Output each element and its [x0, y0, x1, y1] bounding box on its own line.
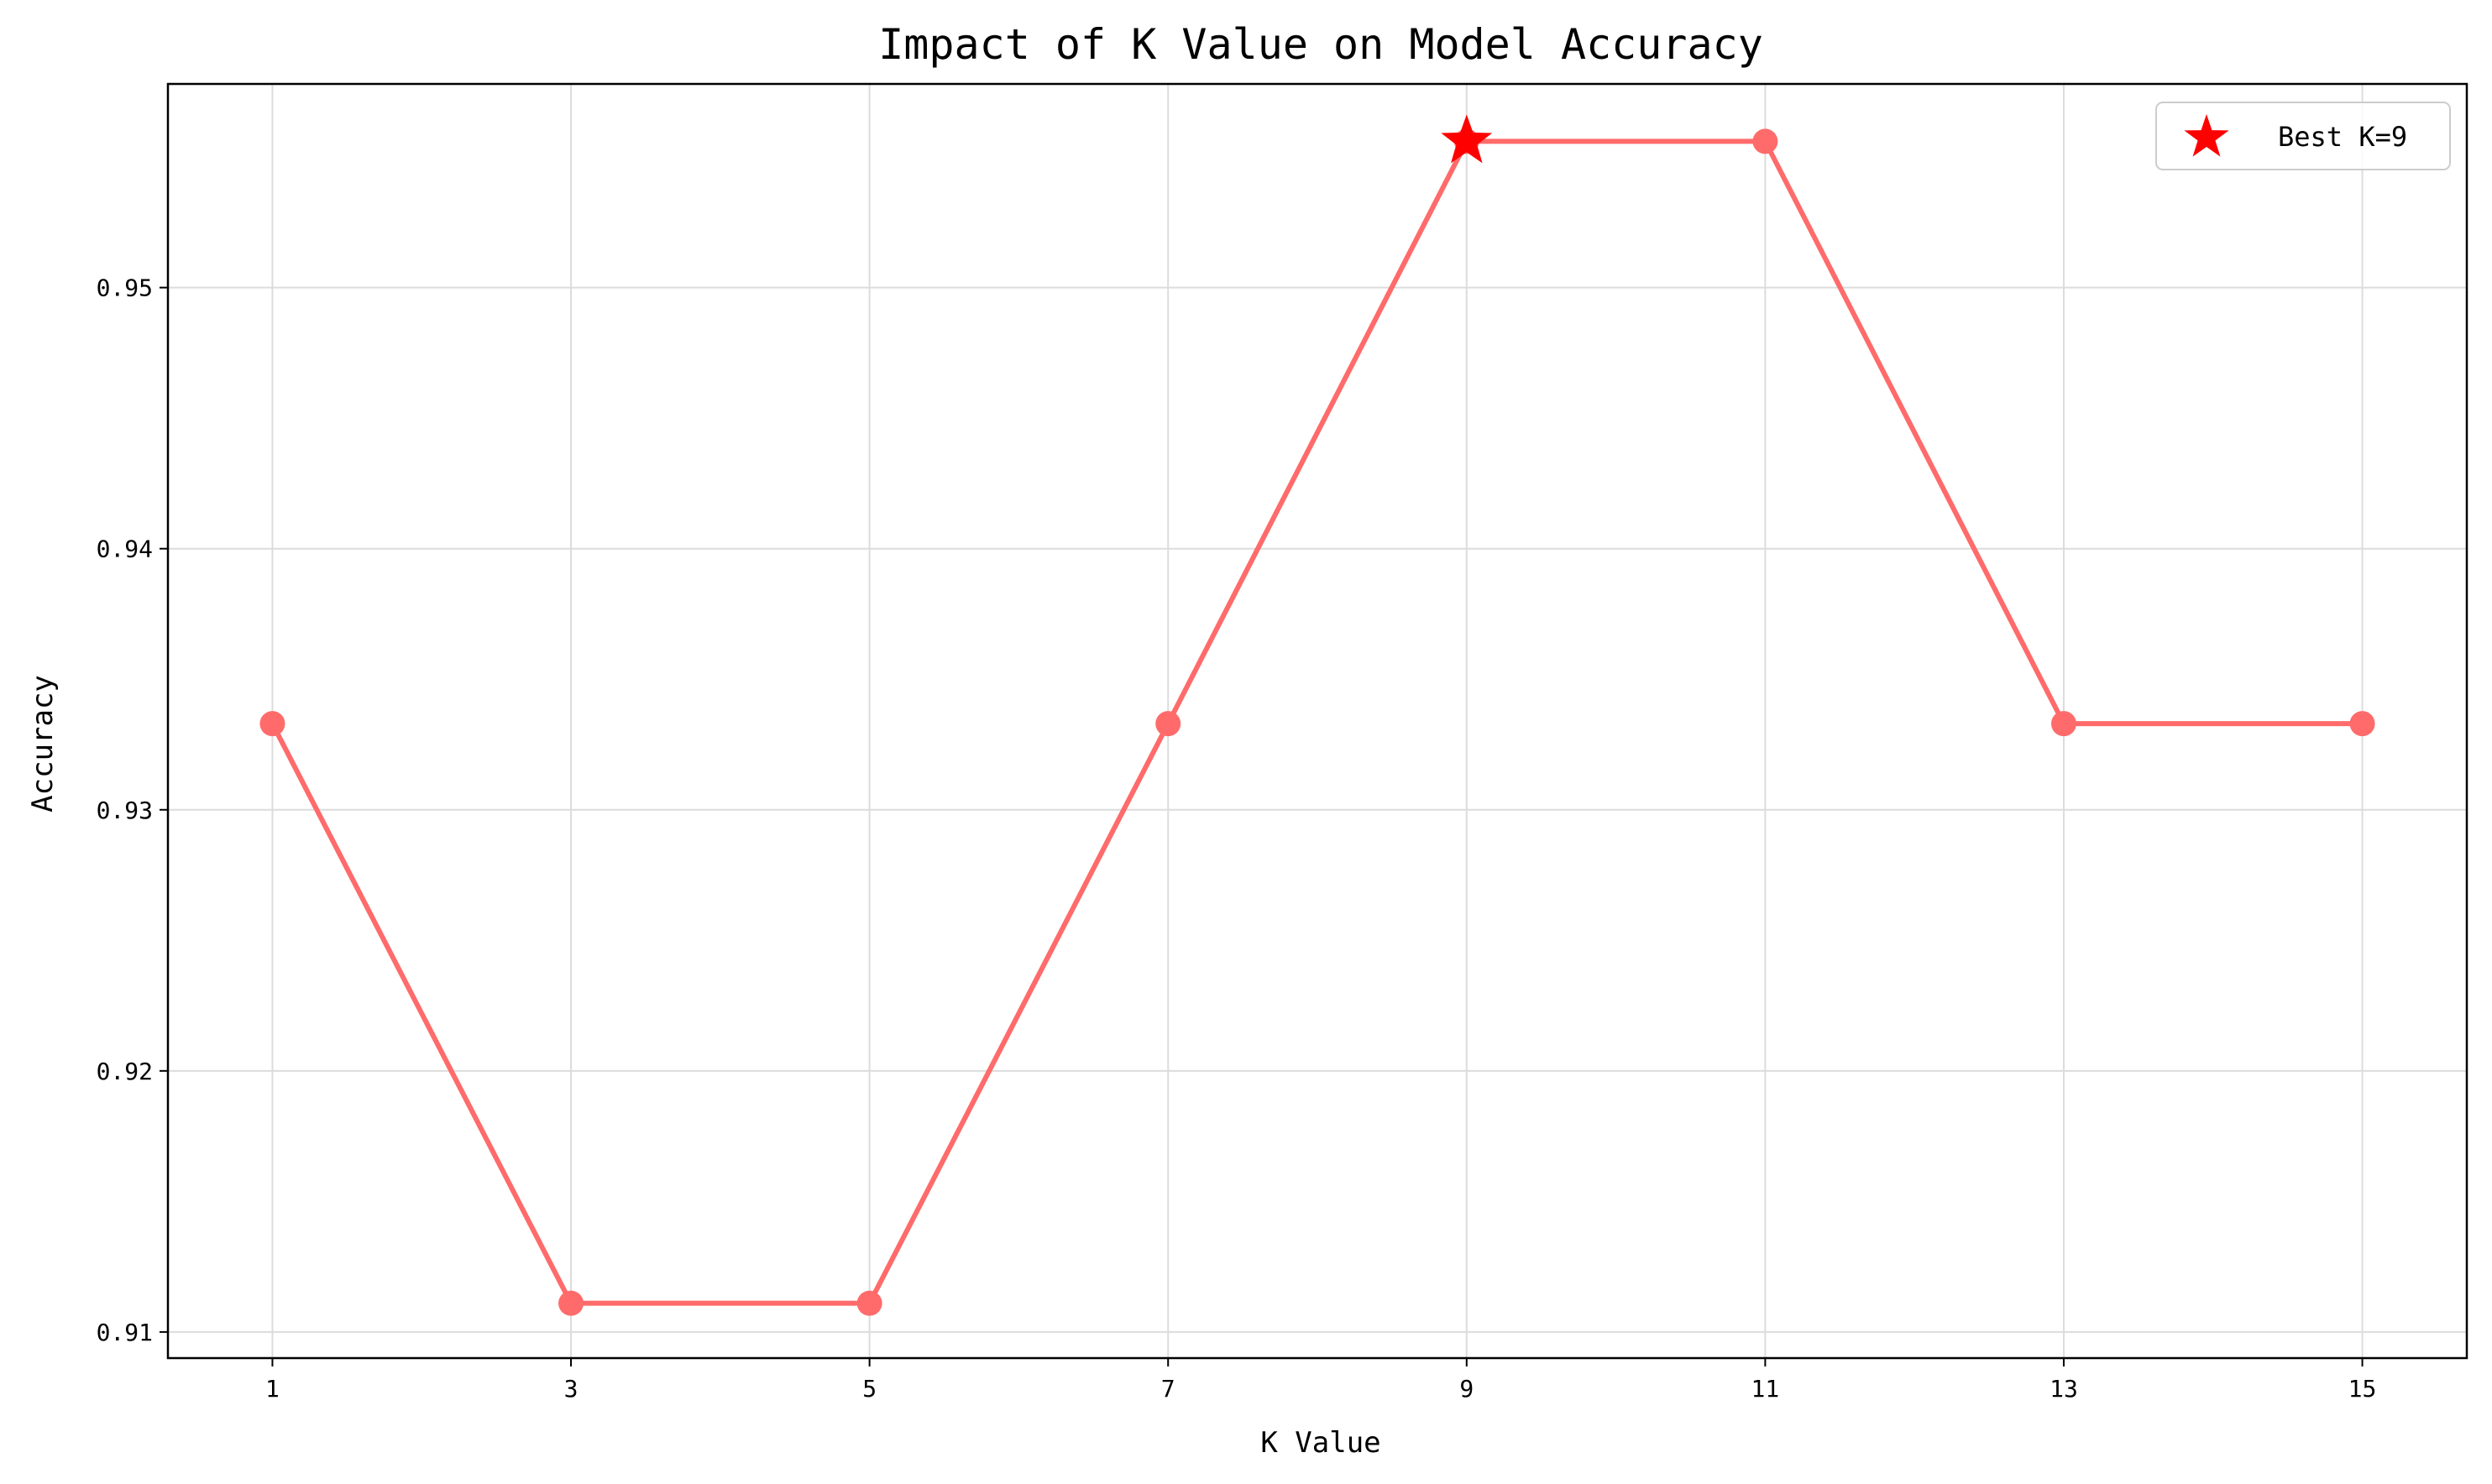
x-tick-label: 7	[1161, 1375, 1175, 1403]
y-axis-label: Accuracy	[26, 675, 60, 813]
x-tick-label: 13	[2050, 1375, 2078, 1403]
data-point	[259, 711, 285, 737]
y-tick-label: 0.95	[97, 274, 153, 302]
x-tick-label: 1	[265, 1375, 280, 1403]
data-point	[558, 1290, 584, 1316]
x-tick-label: 3	[564, 1375, 578, 1403]
y-tick-label: 0.92	[97, 1058, 153, 1085]
x-tick-label: 5	[862, 1375, 877, 1403]
legend-box	[2155, 102, 2451, 170]
legend: Best K=9	[2155, 102, 2451, 170]
data-point	[1155, 711, 1181, 737]
y-tick-label: 0.93	[97, 797, 153, 824]
grid	[168, 84, 2467, 1358]
x-tick-label: 11	[1751, 1375, 1780, 1403]
plot-frame	[166, 82, 2468, 1360]
ticks: 1 3 5 7 9 11 13 150.910.920.930.940.95	[97, 274, 2377, 1403]
series-line-group	[259, 114, 2375, 1316]
x-axis-label: K Value	[1260, 1426, 1380, 1460]
data-point	[2349, 711, 2375, 737]
data-point	[1752, 128, 1778, 154]
best-k-star-marker	[1441, 114, 1493, 164]
legend-star-icon	[2184, 114, 2229, 157]
legend-label: Best K=9	[2278, 121, 2407, 153]
series-line	[270, 138, 2363, 1306]
y-tick-label: 0.91	[97, 1319, 153, 1346]
x-tick-label: 9	[1459, 1375, 1474, 1403]
y-tick-label: 0.94	[97, 536, 153, 563]
data-point	[856, 1290, 882, 1316]
data-point	[2050, 711, 2076, 737]
x-tick-label: 15	[2348, 1375, 2377, 1403]
chart-title: Impact of K Value on Model Accuracy	[878, 20, 1763, 69]
